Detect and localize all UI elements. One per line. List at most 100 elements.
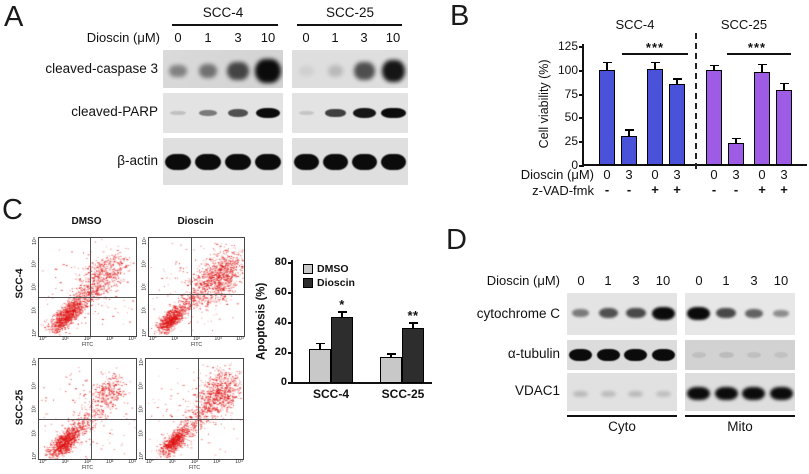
flow-xlabel-fitc: FITC	[188, 465, 201, 471]
quadrant-gate-vertical	[91, 359, 93, 459]
dose-value: 3	[750, 273, 758, 288]
flow-col-dmso: DMSO	[71, 216, 102, 227]
blot-band	[573, 390, 589, 398]
xrow-dose: 3	[780, 167, 788, 182]
blot-row-label-actin: β-actin	[117, 153, 158, 168]
blot-band	[323, 153, 348, 170]
blot-parp-scc25	[292, 93, 408, 133]
decade-tick: 10⁰	[31, 452, 38, 460]
xrow-zvad: -	[604, 182, 610, 197]
significance-star: *	[339, 296, 345, 312]
flow-x-decade-ticks: 10⁰ 10¹ 10² 10³ 10⁴	[149, 336, 244, 342]
y-tick: 40	[257, 316, 293, 328]
flow-y-decade-ticks: 10⁴ 10³ 10² 10¹ 10⁰	[31, 237, 38, 337]
decade-tick: 10²	[192, 336, 201, 342]
chart-c-y-axis	[291, 260, 293, 384]
decade-tick: 10²	[31, 405, 38, 413]
decade-tick: 10⁰	[31, 329, 38, 337]
dose-value: 0	[695, 273, 703, 288]
error-bar	[735, 139, 737, 144]
bar-viability-4	[706, 70, 722, 165]
blot-row-label-cytc: cytochrome C	[476, 306, 560, 321]
xrow-dose: 3	[673, 167, 681, 182]
y-tick: 50	[548, 110, 584, 124]
blot-band	[628, 390, 644, 398]
error-bar	[713, 66, 715, 70]
dose-value: 3	[234, 30, 242, 45]
blot-cytc-mito	[685, 293, 795, 335]
blot-band	[651, 306, 675, 320]
blot-band	[596, 349, 620, 361]
chart-b-xrow-dose-label: Dioscin (μM)	[520, 167, 594, 182]
xrow-dose: 0	[651, 167, 659, 182]
xrow-zvad: +	[673, 182, 681, 197]
chart-b-group-scc4: SCC-4	[615, 17, 655, 32]
blot-band	[742, 387, 766, 401]
decade-tick: 10⁴	[141, 237, 148, 245]
blot-band	[600, 390, 616, 397]
flow-plot-scc4-dmso: 10⁰ 10¹ 10² 10³ 10⁴ FITC 10⁴ 10³ 10² 10¹ 10⁰	[32, 237, 137, 348]
blot-band	[227, 109, 249, 117]
quadrant-gate-horizontal	[39, 296, 136, 298]
fraction-label-cyto: Cyto	[608, 419, 636, 434]
decade-tick: 10⁴	[138, 358, 145, 366]
dose-value: 10	[655, 273, 671, 288]
bar-viability-3	[669, 84, 685, 165]
chart-b-x-axis	[582, 164, 807, 166]
error-bar	[412, 323, 414, 328]
xrow-zvad: -	[626, 182, 632, 197]
decade-tick: 10⁰	[146, 459, 154, 465]
blot-band	[255, 108, 281, 118]
bar-Dioscin-SCC-25	[402, 327, 424, 383]
quadrant-gate-vertical	[198, 359, 200, 459]
blot-band	[774, 352, 789, 358]
xrow-zvad: -	[733, 182, 739, 197]
error-bar	[315, 342, 325, 344]
blot-band	[327, 65, 344, 77]
flow-scatter-canvas	[149, 238, 244, 336]
decade-tick: 10⁴	[31, 237, 38, 245]
dose-value: 0	[174, 30, 182, 45]
blot-band	[324, 109, 347, 117]
blot-vdac1-mito	[685, 373, 795, 411]
quadrant-gate-horizontal	[39, 419, 136, 420]
blot-band	[225, 153, 251, 170]
decade-tick: 10²	[141, 283, 148, 291]
y-tick: 80	[257, 256, 293, 268]
blot-band	[255, 58, 281, 83]
y-tick: 125	[548, 39, 584, 53]
decade-tick: 10⁰	[39, 459, 47, 465]
blot-caspase3-scc25	[292, 50, 408, 88]
decade-tick: 10⁰	[141, 329, 148, 337]
decade-tick: 10⁴	[31, 358, 38, 366]
decade-tick: 10³	[31, 381, 38, 390]
y-tick: 60	[257, 286, 293, 298]
blot-band	[625, 308, 646, 319]
xrow-dose: 3	[732, 167, 740, 182]
blot-band	[769, 387, 793, 401]
blot-band	[572, 309, 590, 317]
blot-band	[255, 153, 281, 170]
legend-swatch-dmso	[303, 264, 313, 274]
error-bar	[408, 322, 418, 324]
legend-item-dmso: DMSO	[303, 263, 355, 275]
error-bar	[783, 84, 785, 90]
error-bar	[779, 82, 789, 85]
panel-a-label: A	[4, 1, 24, 33]
blot-band	[687, 306, 711, 320]
blot-band	[744, 308, 763, 318]
blot-band	[655, 390, 671, 397]
flow-row-scc25: SCC-25	[14, 389, 26, 426]
y-tick: 20	[257, 346, 293, 358]
xrow-dose: 3	[625, 167, 633, 182]
decade-tick: 10¹	[141, 306, 148, 314]
sig-line-scc25	[727, 53, 791, 55]
y-tick: 0	[257, 376, 293, 388]
xrow-zvad: -	[711, 182, 717, 197]
blot-band	[195, 153, 221, 170]
chart-b-separator	[695, 33, 697, 169]
dose-value: 10	[773, 273, 789, 288]
flow-xlabel-fitc: FITC	[190, 342, 203, 348]
chart-c-bars: * **	[293, 259, 432, 383]
error-bar	[390, 354, 392, 357]
